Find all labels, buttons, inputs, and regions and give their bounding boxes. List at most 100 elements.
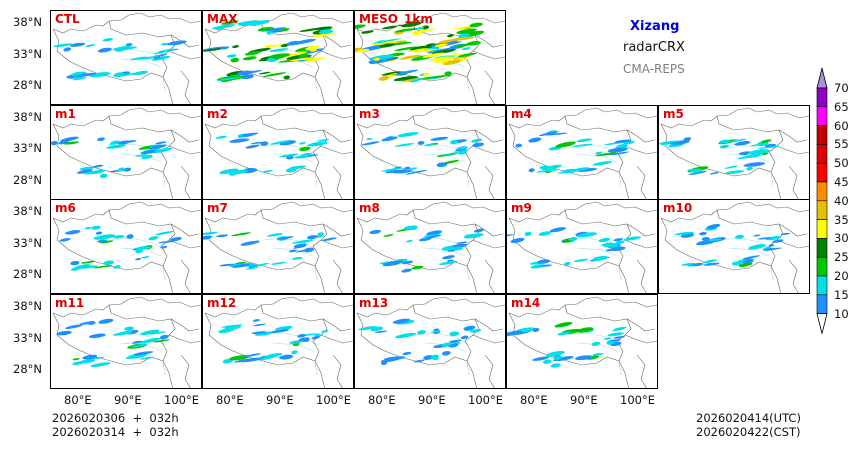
echo-patch xyxy=(369,230,381,235)
echo-patch xyxy=(379,43,396,48)
echo-patch xyxy=(598,238,611,243)
border-lines xyxy=(204,202,353,294)
panel-m5: m5 xyxy=(658,104,810,200)
echo-patch xyxy=(392,69,419,76)
echo-patch xyxy=(448,339,462,343)
echo-patch xyxy=(460,335,469,340)
echo-patch xyxy=(299,146,311,151)
echo-patch xyxy=(307,141,328,147)
colorbar-segment xyxy=(816,106,828,126)
echo-patch xyxy=(244,353,262,358)
colorbar-segment xyxy=(816,238,828,258)
echo-patch xyxy=(141,256,150,259)
echo-patch xyxy=(571,143,593,148)
echo-patch xyxy=(79,359,95,364)
colorbar-segment xyxy=(816,294,828,314)
echo-patch xyxy=(262,72,287,77)
border-lines xyxy=(52,12,201,104)
panel-label: m4 xyxy=(511,106,532,121)
river-lines xyxy=(262,143,319,186)
echo-patch xyxy=(126,234,134,240)
colorbar-tick-label: 15 xyxy=(834,287,849,302)
echo-patch xyxy=(236,70,252,76)
echo-patch xyxy=(157,241,175,244)
echo-patch xyxy=(441,246,455,252)
echo-patch xyxy=(417,330,426,335)
echo-patch xyxy=(530,264,546,269)
echo-patch xyxy=(532,328,540,333)
echo-patch xyxy=(97,137,106,141)
echo-patch xyxy=(226,54,237,58)
echo-patch xyxy=(394,142,415,147)
echo-patch xyxy=(524,232,532,237)
colorbar-under-arrow xyxy=(816,313,828,334)
echo-patch xyxy=(235,262,247,265)
echo-patch xyxy=(92,164,104,168)
panel-m10: m10 xyxy=(658,199,810,295)
echo-patch xyxy=(692,263,704,267)
lon-tick-label: 80°E xyxy=(368,393,396,407)
echo-patch xyxy=(277,28,285,31)
valid-time-utc: 2026020414(UTC) xyxy=(696,411,801,425)
echo-patch xyxy=(405,240,413,243)
echo-patch xyxy=(765,236,782,241)
echo-patch xyxy=(553,356,562,360)
echo-patch xyxy=(606,340,614,345)
echo-patch xyxy=(469,22,483,28)
echo-patch xyxy=(110,140,120,144)
echo-patch xyxy=(117,140,131,145)
panel-label: m12 xyxy=(207,296,237,311)
echo-patch xyxy=(576,232,598,238)
echo-patch xyxy=(683,136,692,141)
echo-patch xyxy=(80,261,96,265)
echo-patch xyxy=(758,145,780,149)
colorbar-tick-label: 65 xyxy=(834,99,849,114)
echo-patch xyxy=(155,141,167,144)
echo-patch xyxy=(203,235,212,240)
panel-label: m10 xyxy=(663,201,693,216)
echo-patch xyxy=(615,147,623,150)
title-model: CMA-REPS xyxy=(623,62,685,76)
colorbar-segment xyxy=(816,256,828,277)
map xyxy=(356,296,505,389)
valid-time-cst: 2026020422(CST) xyxy=(696,425,801,439)
echo-patch xyxy=(734,140,751,146)
lon-tick-label: 100°E xyxy=(164,393,199,407)
panel-m3: m3 xyxy=(354,104,506,200)
echo-patch xyxy=(449,139,459,144)
echo-patch xyxy=(63,47,72,52)
echo-patch xyxy=(135,248,144,254)
echo-patch xyxy=(285,167,297,173)
map xyxy=(203,12,353,104)
echo-patch xyxy=(70,261,80,266)
echo-patch xyxy=(100,240,114,244)
border-lines xyxy=(204,12,353,104)
echo-patch xyxy=(457,149,468,155)
echo-patch xyxy=(554,322,573,328)
echo-patch xyxy=(423,72,431,77)
echo-patch xyxy=(413,359,425,363)
echo-patch xyxy=(422,52,445,58)
echo-patch xyxy=(135,153,148,157)
echo-patch xyxy=(161,42,169,46)
echo-patch xyxy=(738,262,753,268)
echo-patch xyxy=(215,135,227,139)
echo-patch xyxy=(154,331,166,334)
panel-label: m6 xyxy=(55,201,76,216)
echo-patch xyxy=(393,169,413,174)
lon-tick-label: 100°E xyxy=(468,393,503,407)
echo-patch xyxy=(291,239,314,245)
echo-patch xyxy=(762,248,782,251)
echo-patch xyxy=(780,233,791,236)
lat-tick-label: 28°N xyxy=(13,78,42,92)
map xyxy=(204,296,353,389)
echo-patch xyxy=(65,324,83,330)
echo-patch xyxy=(448,343,459,348)
echo-patch xyxy=(133,351,154,356)
echo-patch xyxy=(724,165,739,169)
echo-patch xyxy=(155,231,174,236)
echo-patch xyxy=(435,58,452,63)
echo-patch xyxy=(378,76,390,81)
echo-patch xyxy=(148,236,159,241)
echo-patch xyxy=(148,144,167,149)
